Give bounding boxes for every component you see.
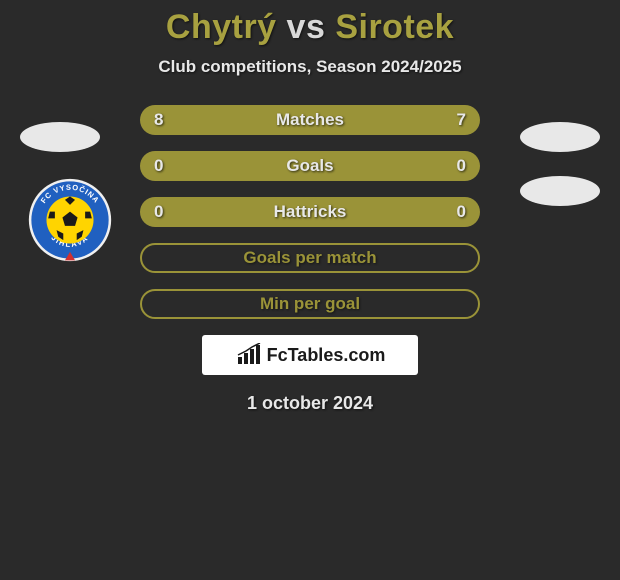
player2-avatar-1: [520, 122, 600, 152]
stat-label: Goals: [286, 156, 333, 176]
stat-value-right: 0: [457, 202, 466, 222]
player1-name: Chytrý: [166, 8, 277, 46]
stat-row: 0 Goals 0: [140, 151, 480, 181]
player1-avatar: [20, 122, 100, 152]
subtitle: Club competitions, Season 2024/2025: [0, 57, 620, 77]
stat-value-right: 0: [457, 156, 466, 176]
stat-label: Hattricks: [274, 202, 347, 222]
club-badge-icon: FC VYSOČINA JIHLAVA: [28, 178, 112, 262]
stat-row: 0 Hattricks 0: [140, 197, 480, 227]
stat-label: Goals per match: [243, 248, 376, 268]
stat-row: Goals per match: [140, 243, 480, 273]
stats-panel: 8 Matches 7 0 Goals 0 0 Hattricks 0 Goals per mat…: [140, 105, 480, 319]
date-text: 1 october 2024: [0, 393, 620, 414]
stat-value-left: 8: [154, 110, 163, 130]
branding-text: FcTables.com: [267, 345, 386, 366]
stat-label: Min per goal: [260, 294, 360, 314]
stat-value-right: 7: [457, 110, 466, 130]
player2-name: Sirotek: [335, 8, 454, 46]
stat-value-left: 0: [154, 156, 163, 176]
stat-row: Min per goal: [140, 289, 480, 319]
page-title: Chytrý vs Sirotek: [0, 8, 620, 47]
stat-value-left: 0: [154, 202, 163, 222]
branding-badge: FcTables.com: [202, 335, 418, 375]
stat-row: 8 Matches 7: [140, 105, 480, 135]
bar-chart-icon: [235, 343, 263, 367]
player2-avatar-2: [520, 176, 600, 206]
club-badge: FC VYSOČINA JIHLAVA: [28, 178, 112, 262]
stat-label: Matches: [276, 110, 344, 130]
vs-text: vs: [287, 8, 326, 46]
